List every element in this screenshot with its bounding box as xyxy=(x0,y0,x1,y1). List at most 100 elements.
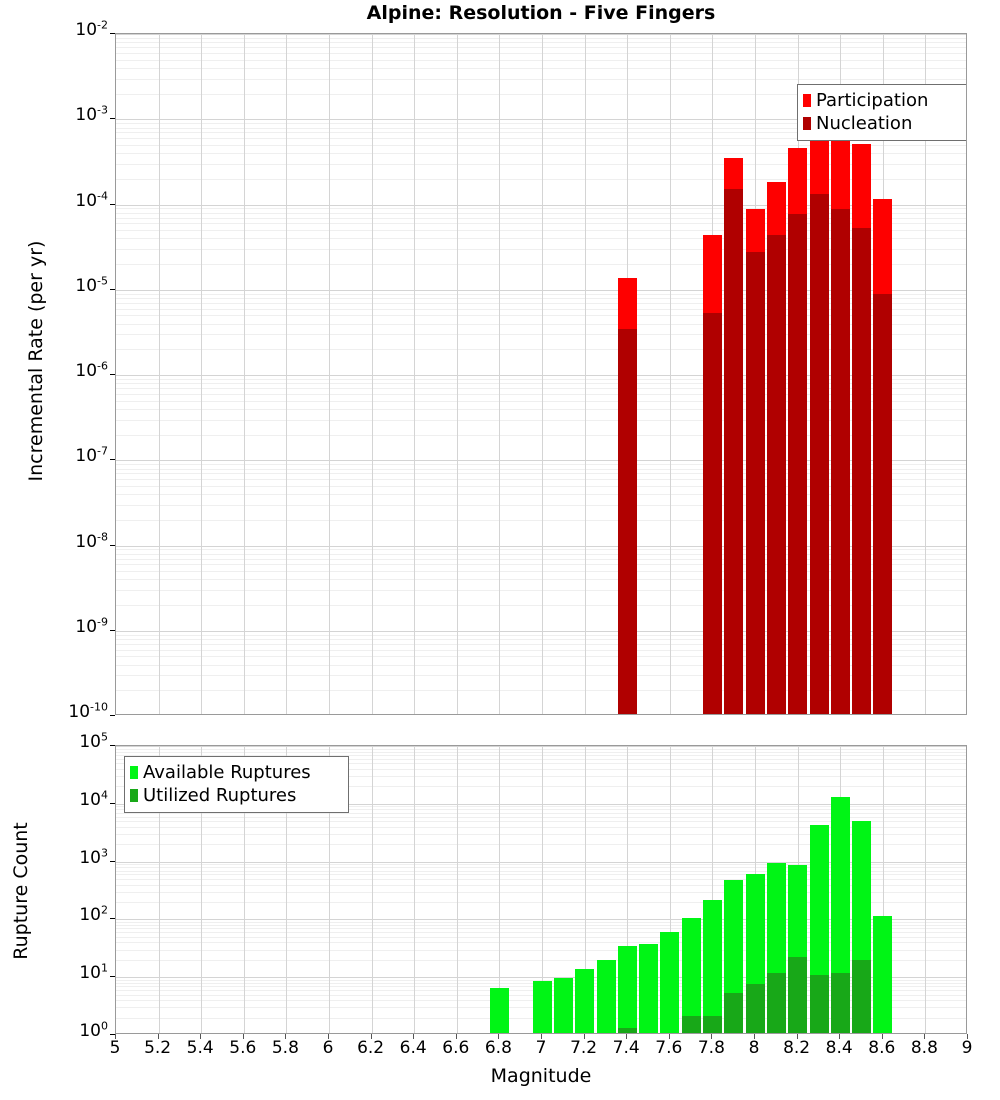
gridline-major xyxy=(116,631,966,632)
gridline-minor xyxy=(116,238,966,239)
x-tick-label: 5 xyxy=(109,1038,121,1058)
x-tick-label: 6.6 xyxy=(442,1038,470,1058)
x-tick-label: 8.8 xyxy=(910,1038,938,1058)
y-tick-label: 10-2 xyxy=(75,18,108,40)
x-tick-mark xyxy=(669,1034,670,1039)
gridline-minor xyxy=(116,827,966,828)
x-tick-mark xyxy=(882,1034,883,1039)
gridline-minor xyxy=(116,932,966,933)
bar-utilized-ruptures xyxy=(831,973,850,1033)
legend-swatch-nucleation xyxy=(803,117,811,130)
x-tick-mark xyxy=(797,1034,798,1039)
gridline-minor xyxy=(116,47,966,48)
x-tick-mark xyxy=(243,1034,244,1039)
legend-swatch-utilized-ruptures xyxy=(130,789,138,802)
gridline-minor xyxy=(116,153,966,154)
y-tick-label: 104 xyxy=(79,788,108,810)
y-tick-mark xyxy=(110,745,115,746)
y-tick-mark xyxy=(110,861,115,862)
x-tick-mark xyxy=(754,1034,755,1039)
bar-available-ruptures xyxy=(554,978,573,1033)
gridline-vertical xyxy=(286,34,287,714)
gridline-major xyxy=(116,804,966,805)
gridline-minor xyxy=(116,559,966,560)
x-tick-label: 6 xyxy=(322,1038,334,1058)
x-tick-label: 7.8 xyxy=(697,1038,725,1058)
gridline-minor xyxy=(116,786,966,787)
legend-item-participation: Participation xyxy=(803,89,966,112)
gridline-vertical xyxy=(542,34,543,714)
bar-available-ruptures xyxy=(533,981,552,1033)
gridline-minor xyxy=(116,309,966,310)
y-tick-mark xyxy=(110,33,115,34)
y-tick-mark xyxy=(110,118,115,119)
x-tick-label: 7.2 xyxy=(570,1038,598,1058)
gridline-minor xyxy=(116,579,966,580)
x-tick-label: 7 xyxy=(535,1038,547,1058)
gridline-minor xyxy=(116,892,966,893)
legend-label-participation: Participation xyxy=(816,89,929,111)
bar-available-ruptures xyxy=(639,944,658,1033)
y-tick-mark xyxy=(110,803,115,804)
y-tick-mark xyxy=(110,1034,115,1035)
x-tick-mark xyxy=(584,1034,585,1039)
bottom-panel-gridlines xyxy=(116,746,966,1033)
y-tick-label: 10-4 xyxy=(75,188,108,211)
bar-available-ruptures xyxy=(873,916,892,1033)
gridline-minor xyxy=(116,315,966,316)
gridline-minor xyxy=(116,902,966,903)
bar-nucleation xyxy=(810,194,829,714)
y-tick-label: 105 xyxy=(79,730,108,752)
gridline-minor xyxy=(116,749,966,750)
gridline-minor xyxy=(116,549,966,550)
y-tick-mark xyxy=(110,715,115,716)
gridline-minor xyxy=(116,871,966,872)
gridline-minor xyxy=(116,690,966,691)
bar-available-ruptures xyxy=(575,969,594,1033)
gridline-major xyxy=(116,862,966,863)
bar-utilized-ruptures xyxy=(682,1016,701,1033)
gridline-vertical xyxy=(244,746,245,1033)
gridline-vertical xyxy=(925,34,926,714)
gridline-minor xyxy=(116,249,966,250)
gridline-minor xyxy=(116,464,966,465)
gridline-minor xyxy=(116,925,966,926)
gridline-minor xyxy=(116,401,966,402)
x-tick-mark xyxy=(626,1034,627,1039)
y-tick-mark xyxy=(110,545,115,546)
gridline-minor xyxy=(116,763,966,764)
bar-utilized-ruptures xyxy=(852,960,871,1033)
gridline-minor xyxy=(116,179,966,180)
bar-nucleation xyxy=(767,235,786,714)
gridline-minor xyxy=(116,942,966,943)
gridline-vertical xyxy=(925,746,926,1033)
gridline-minor xyxy=(116,349,966,350)
bottom-panel-bars xyxy=(116,746,966,1033)
gridline-vertical xyxy=(372,34,373,714)
bar-available-ruptures xyxy=(618,946,637,1033)
gridline-minor xyxy=(116,834,966,835)
bar-nucleation xyxy=(873,294,892,714)
x-tick-label: 6.8 xyxy=(484,1038,512,1058)
x-tick-label: 8 xyxy=(748,1038,760,1058)
gridline-minor xyxy=(116,639,966,640)
x-tick-mark xyxy=(839,1034,840,1039)
legend-label-utilized-ruptures: Utilized Ruptures xyxy=(143,784,297,806)
y-tick-mark xyxy=(110,630,115,631)
y-tick-label: 10-6 xyxy=(75,359,108,381)
gridline-minor xyxy=(116,665,966,666)
gridline-major xyxy=(116,290,966,291)
x-tick-mark xyxy=(158,1034,159,1039)
gridline-vertical xyxy=(585,746,586,1033)
gridline-vertical xyxy=(159,34,160,714)
gridline-major xyxy=(116,375,966,376)
gridline-vertical xyxy=(414,34,415,714)
y-tick-label: 10-5 xyxy=(75,274,108,296)
gridline-minor xyxy=(116,520,966,521)
gridline-minor xyxy=(116,656,966,657)
gridline-minor xyxy=(116,42,966,43)
gridline-minor xyxy=(116,230,966,231)
gridline-minor xyxy=(116,817,966,818)
gridline-minor xyxy=(116,294,966,295)
